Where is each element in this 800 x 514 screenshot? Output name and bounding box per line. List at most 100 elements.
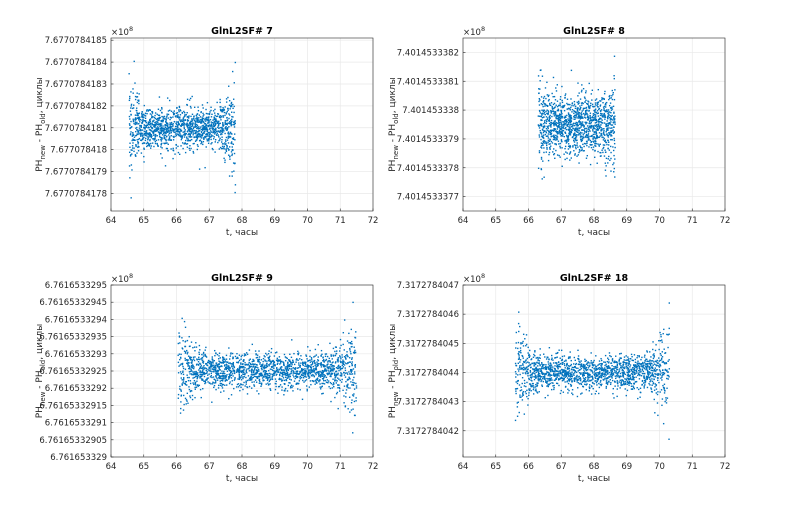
data-point [573,118,575,120]
data-point [540,115,543,118]
data-point [176,129,179,132]
data-point [549,117,551,120]
data-point [304,371,306,373]
data-point [278,377,281,380]
data-point [580,102,583,104]
data-point [518,355,520,357]
data-point [596,129,598,131]
data-point [610,157,612,160]
data-point [254,368,256,370]
data-point [567,119,570,122]
data-point [602,131,605,133]
data-point [195,139,197,141]
data-point [529,355,531,357]
data-point [195,136,197,138]
data-point [578,127,580,129]
data-point [208,373,210,375]
data-point [605,101,608,104]
data-point [541,103,544,106]
data-point [550,102,553,104]
data-point [165,132,167,135]
data-point [602,136,604,139]
data-point [613,98,616,101]
data-point [182,371,184,374]
data-point [549,382,551,385]
data-point [209,111,211,113]
data-point [351,343,353,345]
data-point [577,382,580,384]
data-point [193,115,195,117]
data-point [255,373,257,375]
data-point [562,129,565,132]
data-point [580,91,583,93]
data-point [611,377,613,379]
data-point [298,373,300,376]
data-point [566,125,569,127]
data-point [561,113,563,115]
data-point [355,387,358,389]
data-point [567,145,570,147]
data-point [212,362,214,364]
data-point [583,126,585,128]
data-point [562,106,565,108]
data-point [166,131,168,133]
data-point [130,105,133,107]
data-point [142,116,144,118]
data-point [564,115,567,117]
data-point [578,120,580,122]
data-point [595,125,597,127]
data-point [313,369,316,372]
data-point [321,385,323,387]
data-point [304,365,306,367]
data-point [540,103,543,105]
data-point [584,107,586,110]
data-point [569,128,571,131]
data-point [160,127,162,130]
data-point [311,370,313,372]
y-axis-label: PHnew - PHold, циклы [35,77,47,172]
data-point [621,367,623,369]
data-point [521,376,524,379]
data-point [236,352,238,355]
data-point [578,162,580,164]
data-point [594,102,597,104]
data-point [242,377,244,380]
data-point [210,135,212,138]
data-point [563,123,565,125]
data-point [215,388,217,391]
data-point [208,367,210,369]
data-point [258,379,260,382]
data-point [143,134,145,136]
data-point [261,368,263,371]
data-point [335,374,338,376]
data-point [603,144,606,146]
data-point [142,120,145,122]
data-point [599,114,602,117]
data-point [282,369,284,371]
data-point [603,107,605,110]
data-point [184,133,186,136]
data-point [315,366,317,368]
data-point [307,366,309,368]
data-point [130,126,132,129]
data-point [255,357,258,359]
data-point [177,342,180,345]
data-point [267,373,269,375]
data-point [135,135,137,137]
data-point [203,130,206,133]
data-point [222,106,224,109]
data-point [651,384,653,386]
data-point [611,360,614,362]
data-point [608,114,610,116]
data-point [353,382,355,384]
data-point [145,126,147,129]
data-point [603,114,605,116]
data-point [595,130,597,133]
data-point [258,378,261,381]
data-point [608,155,610,158]
data-point [346,351,348,353]
data-point [601,116,604,118]
data-point [584,360,586,363]
data-point [195,342,197,344]
data-point [610,135,613,137]
